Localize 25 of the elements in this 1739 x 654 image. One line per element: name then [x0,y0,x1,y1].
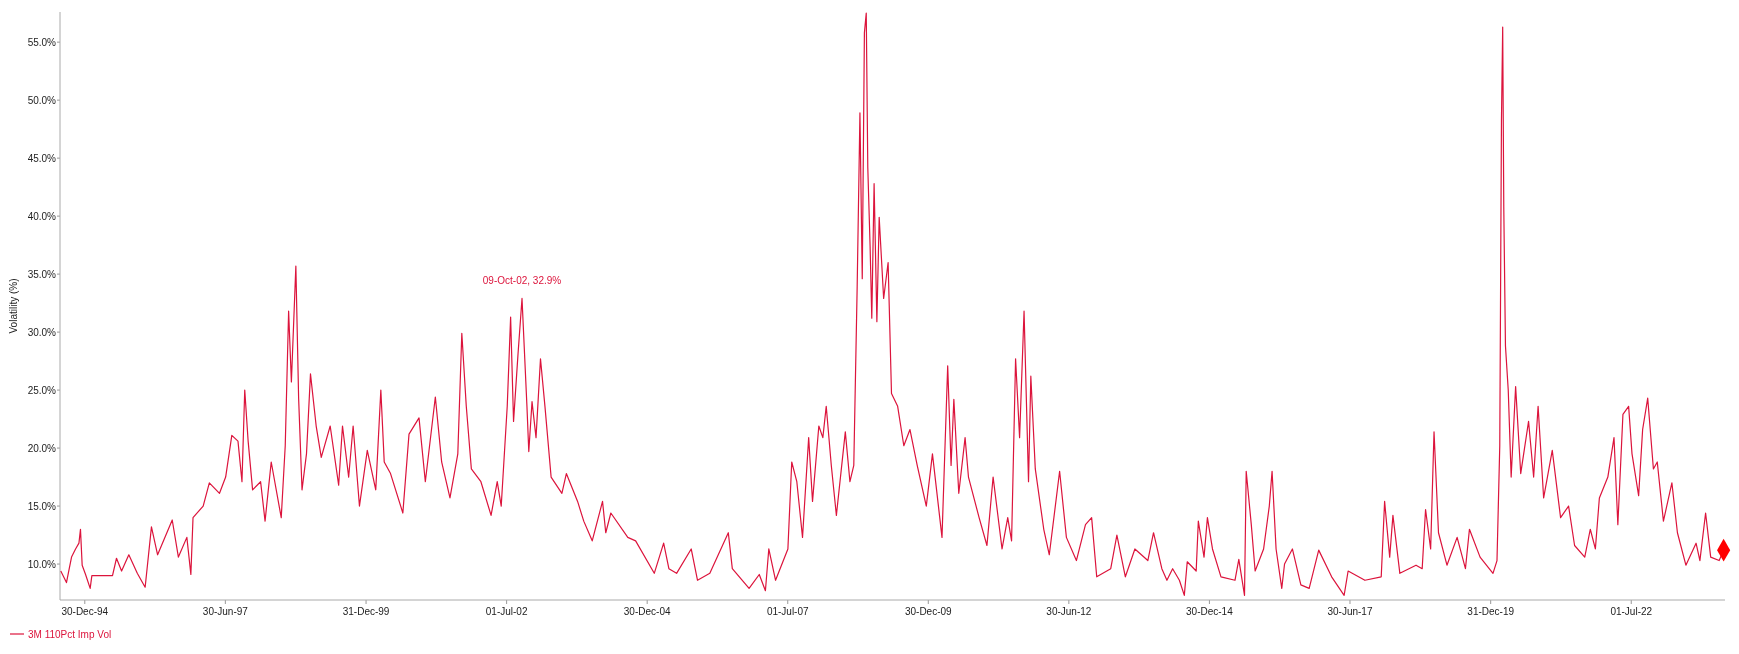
y-tick-label: 35.0% [27,268,57,280]
annotation: 09-Oct-02, 32.9% [482,275,562,287]
x-tick-label: 30-Dec-04 [623,606,671,617]
y-tick-label: 30.0% [27,326,57,338]
x-tick-label: 30-Dec-09 [904,606,953,617]
legend-label: 3M 110Pct Imp Vol [28,628,112,640]
y-tick-label: 55.0% [27,36,57,48]
x-tick-label: 01-Jul-07 [766,606,810,617]
y-tick-label: 40.0% [27,210,57,222]
x-tick-label: 01-Jul-22 [1610,606,1653,617]
x-tick-label: 31-Dec-99 [342,606,390,617]
x-tick-label: 30-Dec-94 [61,606,109,617]
y-tick-label: 45.0% [27,152,57,164]
y-tick-label: 10.0% [27,558,57,570]
x-tick-label: 30-Jun-17 [1327,606,1373,617]
y-tick-label: 25.0% [27,384,57,396]
y-tick-label: 15.0% [27,500,57,512]
x-tick-label: 01-Jul-02 [485,606,528,617]
x-tick-label: 30-Dec-14 [1186,606,1234,617]
x-tick-label: 31-Dec-19 [1467,606,1515,617]
y-tick-label: 20.0% [27,442,57,454]
x-tick-label: 30-Jun-12 [1046,606,1092,617]
x-tick-label: 30-Jun-97 [202,606,249,617]
y-axis-title: Volatility (%) [8,278,19,334]
y-tick-label: 50.0% [27,94,57,106]
